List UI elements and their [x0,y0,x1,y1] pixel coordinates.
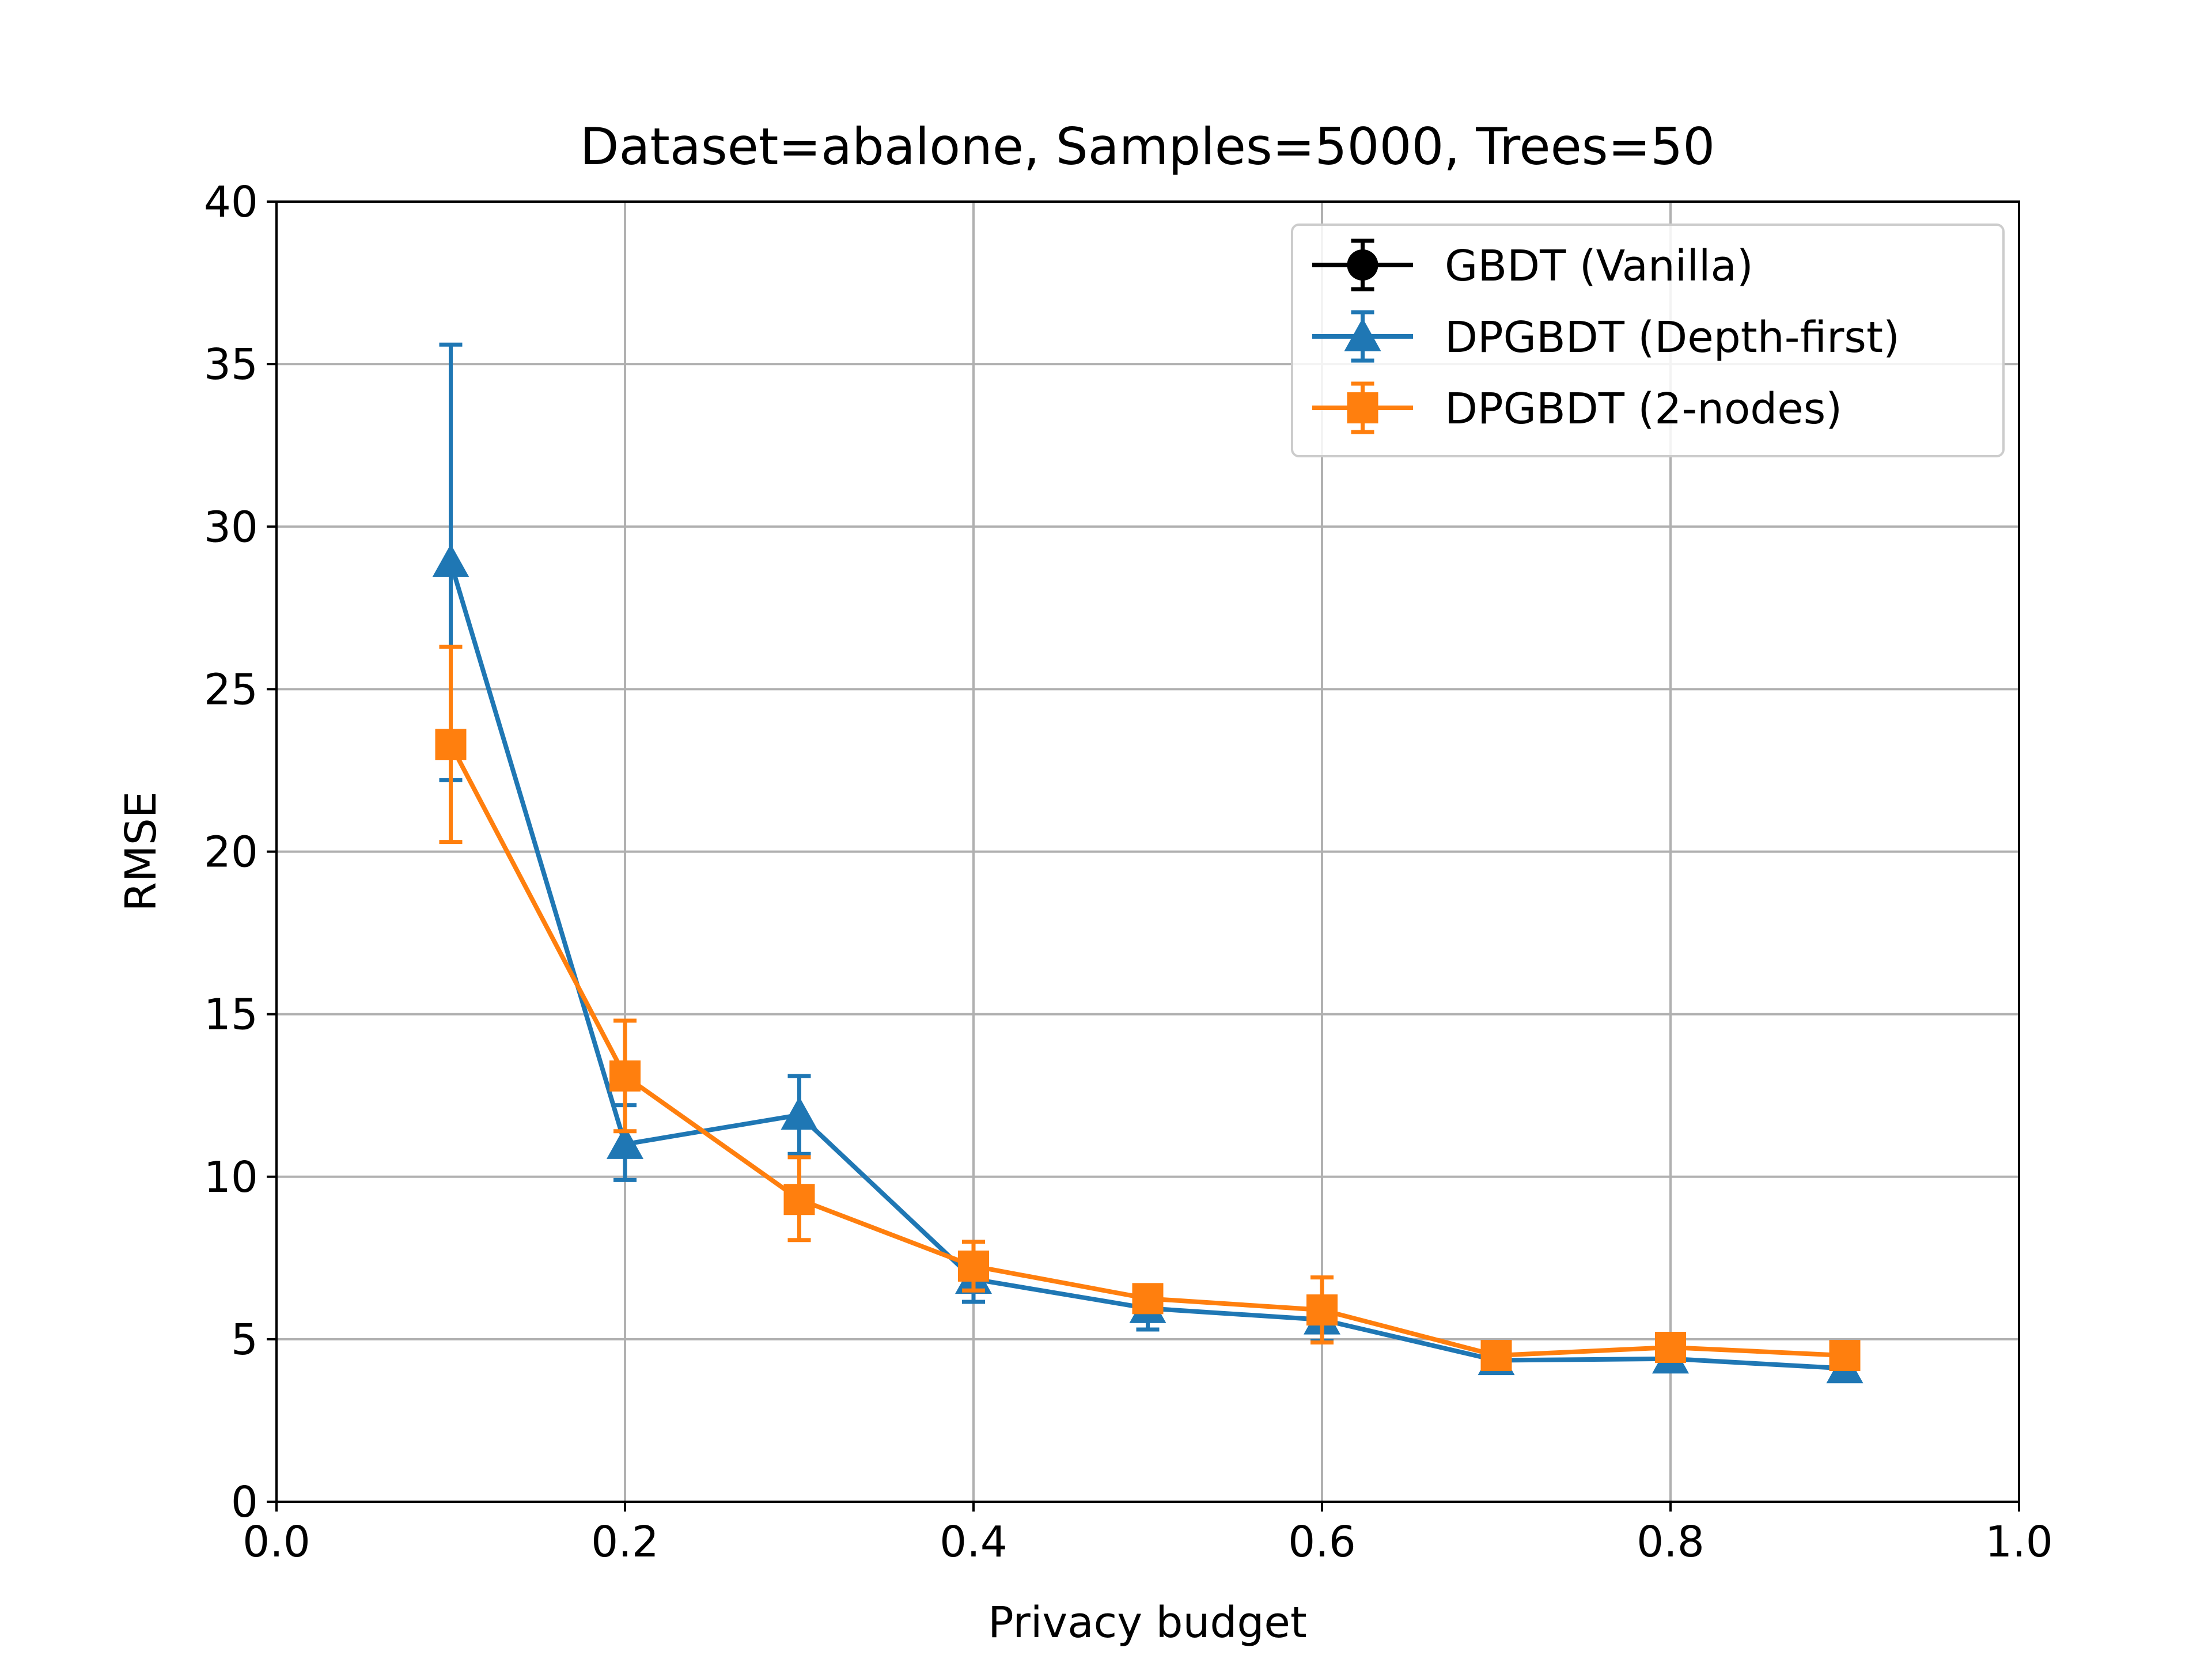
chart-title: Dataset=abalone, Samples=5000, Trees=50 [580,117,1715,176]
x-axis-label: Privacy budget [988,1598,1307,1647]
y-tick-label: 35 [204,340,258,389]
data-point [783,1184,815,1215]
legend: GBDT (Vanilla) DPGBDT (Depth-first) DPGBDT… [1291,224,2005,457]
y-tick-label: 40 [204,177,258,227]
data-point [781,1096,818,1130]
data-point [1306,1294,1338,1326]
x-tick-label: 0.4 [940,1517,1007,1567]
series-2 [435,645,1861,1372]
data-point [1132,1283,1164,1315]
data-point [609,1060,641,1092]
legend-label: DPGBDT (Depth-first) [1445,313,1900,362]
y-tick-label: 20 [204,828,258,877]
legend-label: DPGBDT (2-nodes) [1445,384,1842,434]
legend-marker [1347,392,1378,423]
y-axis-label: RMSE [116,791,166,912]
data-point [958,1250,989,1282]
y-tick-label: 15 [204,990,258,1040]
legend-box [1291,224,2005,457]
y-tick-label: 10 [204,1153,258,1202]
data-point [435,729,467,760]
data-point [1829,1340,1861,1372]
x-tick-label: 1.0 [1985,1517,2053,1567]
y-tick-label: 5 [231,1315,258,1365]
x-tick-label: 0.8 [1637,1517,1705,1567]
legend-label: GBDT (Vanilla) [1445,241,1753,291]
data-point [607,1126,643,1159]
x-tick-label: 0.6 [1288,1517,1356,1567]
legend-marker [1347,249,1378,281]
y-tick-label: 30 [204,502,258,552]
legend-marker [1344,318,1381,351]
data-point [1480,1340,1512,1372]
x-tick-label: 0.2 [591,1517,659,1567]
plot-series [432,342,1863,1384]
axis-ticks: 0.0 0.2 0.4 0.6 0.8 1.0 0 5 10 15 20 25 30 35 40 [204,177,2053,1567]
data-point [1655,1331,1686,1363]
y-tick-label: 25 [204,665,258,714]
y-tick-label: 0 [231,1478,258,1527]
data-point [432,544,469,577]
x-tick-label: 0.0 [243,1517,310,1567]
